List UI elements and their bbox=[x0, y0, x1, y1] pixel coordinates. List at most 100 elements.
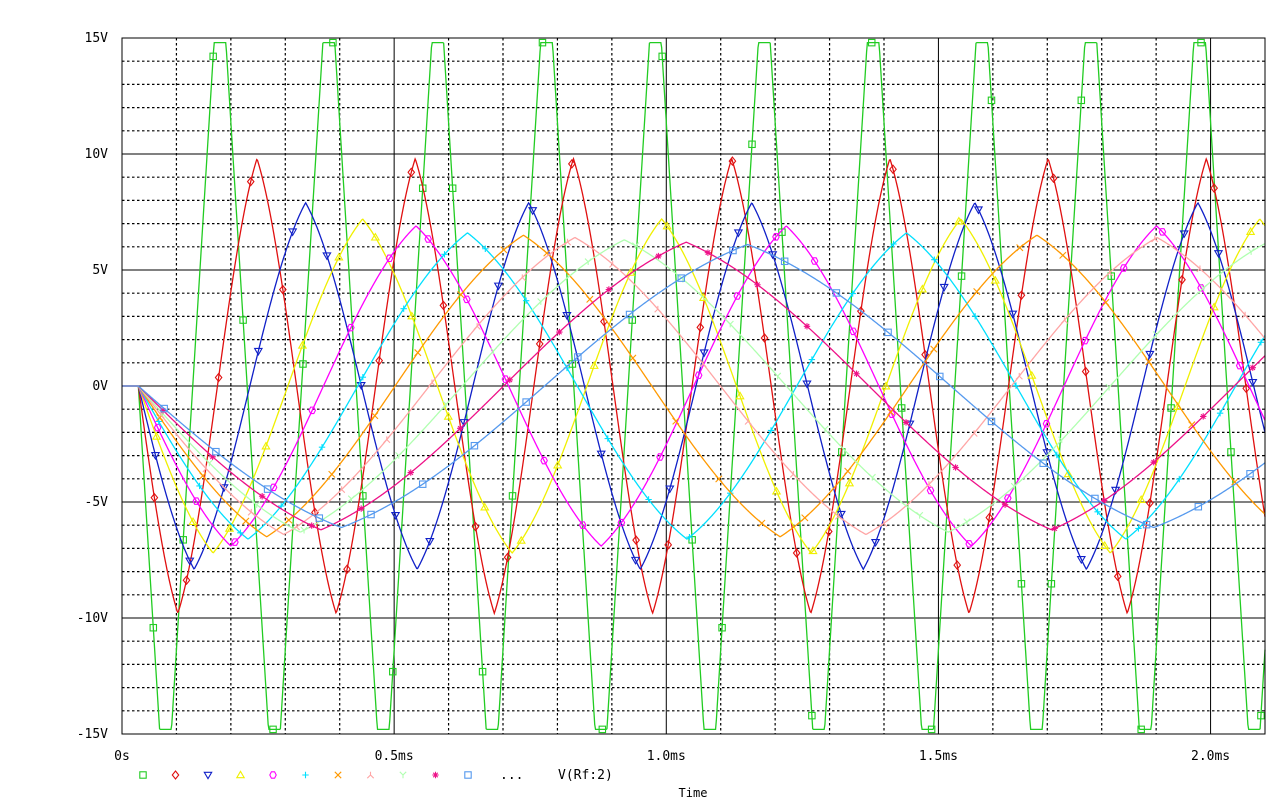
series-2-point bbox=[1178, 274, 1186, 285]
series-11-line bbox=[122, 243, 1266, 529]
series-1 bbox=[122, 38, 1266, 734]
legend-marker-2 bbox=[171, 770, 180, 780]
series-9-point bbox=[1152, 331, 1160, 338]
series-7-point bbox=[1231, 478, 1239, 486]
series-4-point bbox=[1027, 370, 1037, 379]
series-1-point bbox=[1137, 725, 1145, 734]
series-2-point bbox=[728, 156, 737, 166]
series-3-point bbox=[425, 538, 435, 547]
series-11-point bbox=[936, 372, 944, 381]
series-1-point bbox=[389, 667, 397, 676]
y-tick-label: -5V bbox=[85, 495, 109, 510]
series-3-line bbox=[122, 201, 1266, 571]
series-5-point bbox=[772, 233, 780, 241]
series-7-point bbox=[1059, 251, 1067, 259]
series-1-point bbox=[508, 492, 517, 500]
series-4-point bbox=[808, 546, 818, 555]
series-7-point bbox=[844, 467, 852, 475]
series-2-point bbox=[214, 372, 223, 383]
series-11-point bbox=[418, 480, 427, 488]
series-8-point bbox=[247, 508, 255, 516]
x-tick-label: 0.5ms bbox=[375, 749, 414, 764]
series-8-point bbox=[925, 481, 933, 488]
series-8-point bbox=[428, 379, 436, 387]
series-9-point bbox=[347, 495, 356, 503]
series-2-point bbox=[696, 322, 705, 333]
series-4-point bbox=[443, 411, 453, 420]
series-9-point bbox=[205, 459, 213, 467]
series-6-point bbox=[604, 435, 611, 442]
y-tick-label: -15V bbox=[77, 727, 108, 742]
series-4-point bbox=[954, 216, 964, 225]
series-8-point bbox=[970, 430, 978, 437]
series-3-point bbox=[802, 380, 812, 389]
legend-trace-label[interactable]: V(Rf:2) bbox=[558, 768, 613, 783]
series-10-point bbox=[209, 453, 216, 460]
series-4-point bbox=[1245, 226, 1256, 235]
y-tick-label: -10V bbox=[77, 611, 108, 626]
series-10-point bbox=[704, 249, 712, 256]
series-2-point bbox=[503, 552, 512, 563]
legend-ellipsis: ... bbox=[500, 768, 523, 783]
series-8-point bbox=[1241, 311, 1249, 319]
legend-marker-10 bbox=[432, 771, 439, 779]
series-3-point bbox=[733, 229, 744, 238]
series-5-point bbox=[1081, 336, 1089, 345]
series-3-point bbox=[493, 282, 504, 291]
series-7-point bbox=[973, 287, 981, 296]
series-layer bbox=[122, 38, 1266, 734]
series-5-point bbox=[540, 456, 548, 465]
series-4-point bbox=[990, 275, 1000, 284]
series-3-point bbox=[836, 510, 846, 519]
series-7-point bbox=[930, 345, 938, 353]
series-10-point bbox=[1100, 497, 1108, 504]
series-7-point bbox=[801, 514, 809, 522]
series-8-point bbox=[563, 238, 572, 246]
legend-marker-9 bbox=[399, 771, 407, 779]
series-7-point bbox=[242, 517, 250, 525]
series-9-point bbox=[1200, 284, 1208, 292]
series-1-point bbox=[1257, 711, 1265, 720]
series-6-point bbox=[1216, 410, 1224, 417]
series-2-point bbox=[471, 521, 480, 532]
series-2-point bbox=[889, 164, 897, 175]
series-5-point bbox=[926, 486, 935, 495]
series-8-point bbox=[202, 465, 210, 473]
series-3-point bbox=[665, 485, 675, 494]
series-3-point bbox=[390, 511, 401, 521]
y-tick-label: 15V bbox=[85, 31, 109, 46]
series-11-point bbox=[832, 289, 841, 297]
series-6-point bbox=[400, 305, 407, 312]
x-axis-label: Time bbox=[679, 786, 708, 800]
series-6-point bbox=[196, 482, 203, 490]
series-1-point bbox=[269, 725, 277, 734]
series-5-point bbox=[385, 254, 394, 263]
legend-marker-8 bbox=[366, 771, 375, 779]
series-7-point bbox=[199, 472, 207, 480]
series-6-point bbox=[767, 427, 775, 434]
series-10-point bbox=[1150, 458, 1157, 466]
series-10-point bbox=[853, 370, 860, 377]
series-11-point bbox=[729, 246, 737, 255]
series-8-point bbox=[1196, 265, 1204, 273]
series-7-point bbox=[715, 475, 723, 483]
series-9-point bbox=[253, 501, 261, 508]
series-1-point bbox=[1077, 96, 1086, 105]
series-2-point bbox=[182, 575, 191, 586]
series-11-point bbox=[1039, 459, 1047, 467]
series-4-point bbox=[589, 360, 599, 369]
series-9-point bbox=[537, 298, 545, 305]
series-5-point bbox=[269, 483, 278, 492]
series-11-point bbox=[677, 274, 686, 282]
series-11-point bbox=[263, 485, 272, 493]
series-6-point bbox=[1257, 339, 1265, 346]
series-1-point bbox=[927, 725, 936, 734]
series-8-point bbox=[338, 486, 346, 494]
series-1-line bbox=[122, 41, 1266, 731]
series-1-point bbox=[957, 272, 966, 280]
series-6-point bbox=[808, 356, 816, 363]
series-2-point bbox=[1242, 383, 1251, 394]
series-11-point bbox=[367, 510, 375, 519]
series-2-point bbox=[632, 535, 640, 546]
